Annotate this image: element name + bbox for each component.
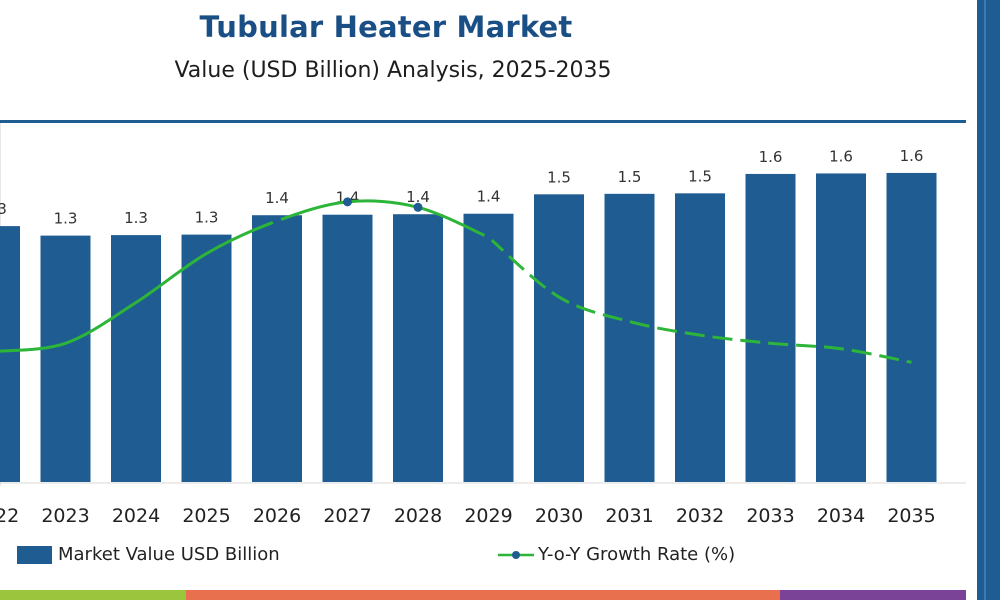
bar-label-2024: 1.3 [124,209,148,227]
bar-2025 [181,234,232,482]
growth-line-dashed [487,236,912,364]
growth-marker-2028 [413,202,423,212]
bar-label-2023: 1.3 [54,210,78,228]
chart-subtitle: Value (USD Billion) Analysis, 2025-2035 [174,58,612,83]
bar-label-2035: 1.6 [900,147,924,165]
bar-2028 [393,214,443,482]
x-tick-2033: 2033 [746,505,794,527]
bar-label-2030: 1.5 [547,168,571,186]
bar-label-2034: 1.6 [829,147,853,165]
bar-2024 [111,235,161,482]
bar-label-2022: 1.3 [0,200,7,218]
x-tick-2028: 2028 [394,505,442,527]
x-tick-2031: 2031 [605,505,653,527]
bar-label-2031: 1.5 [618,168,642,186]
bar-label-2032: 1.5 [688,167,712,185]
bar-label-2028: 1.4 [406,188,430,206]
x-tick-2034: 2034 [817,505,865,527]
footer-strip-green [0,590,186,600]
legend-line-label: Y-o-Y Growth Rate (%) [538,544,736,565]
bar-2023 [40,235,91,482]
x-tick-2032: 2032 [676,505,724,527]
growth-line-solid [0,199,490,353]
right-edge-bar [977,0,1000,600]
bar-label-2025: 1.3 [195,209,219,227]
right-edge-accent [984,0,986,600]
bar-label-2033: 1.6 [759,148,783,166]
x-tick-2023: 2023 [41,505,89,527]
growth-marker-2027 [343,197,352,207]
x-tick-2027: 2027 [323,505,371,527]
bar-label-2026: 1.4 [265,189,289,207]
x-tick-2022: 2022 [0,505,19,527]
growth-marker-2029 [484,232,493,242]
bar-2029 [463,213,514,482]
bar-label-2029: 1.4 [477,188,501,206]
x-tick-2026: 2026 [253,505,301,527]
header-divider [0,120,966,123]
x-tick-2029: 2029 [464,505,512,527]
footer-strip-purple [780,590,966,600]
bar-2026 [252,215,302,482]
bar-2027 [322,214,373,482]
x-tick-2035: 2035 [887,505,935,527]
bar-2035 [886,172,937,482]
bar-2033 [745,173,796,482]
growth-marker-2026 [272,216,282,226]
chart-title: Tubular Heater Market [199,10,573,44]
footer-strip-orange [186,590,780,600]
x-tick-2024: 2024 [112,505,160,527]
legend-bar-label: Market Value USD Billion [58,544,280,565]
x-tick-2030: 2030 [535,505,583,527]
bar-2030 [534,194,584,483]
bar-2022 [0,226,20,482]
bar-2031 [604,193,655,483]
legend-line-icon [498,551,534,559]
x-tick-2025: 2025 [182,505,230,527]
bar-2034 [816,173,866,482]
legend-bar-swatch [17,546,52,564]
